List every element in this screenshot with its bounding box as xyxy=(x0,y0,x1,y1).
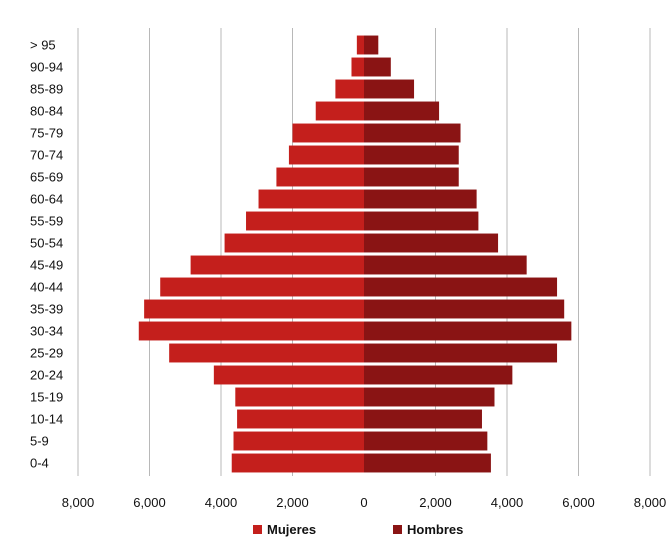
bar-mujeres-80-84 xyxy=(315,101,364,121)
bar-mujeres-65-69 xyxy=(276,167,364,187)
bar-hombres-55-59 xyxy=(364,211,479,231)
bar-hombres-40-44 xyxy=(364,277,558,297)
bar-hombres-80-84 xyxy=(364,101,440,121)
x-tick-label: 8,000 xyxy=(634,495,667,510)
x-tick-label: 4,000 xyxy=(205,495,238,510)
bar-hombres-50-54 xyxy=(364,233,499,253)
bar-mujeres-85-89 xyxy=(335,79,364,99)
bar-mujeres-0-4 xyxy=(231,453,364,473)
category-label: 20-24 xyxy=(30,368,63,383)
bar-mujeres-70-74 xyxy=(288,145,364,165)
category-label: 55-59 xyxy=(30,214,63,229)
category-label: 75-79 xyxy=(30,126,63,141)
category-label: 80-84 xyxy=(30,104,63,119)
bar-hombres-85-89 xyxy=(364,79,415,99)
bars xyxy=(138,35,572,473)
bar-hombres-60-64 xyxy=(364,189,477,209)
bar-mujeres-15-19 xyxy=(235,387,364,407)
category-label: > 95 xyxy=(30,38,56,53)
bar-mujeres-10-14 xyxy=(237,409,364,429)
category-label: 25-29 xyxy=(30,346,63,361)
legend-swatch-hombres xyxy=(393,525,402,534)
category-label: 30-34 xyxy=(30,324,63,339)
category-label: 60-64 xyxy=(30,192,63,207)
legend-swatch-mujeres xyxy=(253,525,262,534)
bar-mujeres-75-79 xyxy=(292,123,364,143)
category-label: 5-9 xyxy=(30,434,49,449)
category-label: 85-89 xyxy=(30,82,63,97)
bar-mujeres-20-24 xyxy=(213,365,364,385)
bar-hombres-30-34 xyxy=(364,321,572,341)
x-tick-label: 6,000 xyxy=(562,495,595,510)
bar-mujeres-45-49 xyxy=(190,255,364,275)
bar-mujeres-90-94 xyxy=(351,57,364,77)
bar-hombres-25-29 xyxy=(364,343,558,363)
bar-mujeres-35-39 xyxy=(144,299,364,319)
legend: Mujeres Hombres xyxy=(253,522,463,537)
x-tick-label: 4,000 xyxy=(491,495,524,510)
bar-mujeres-40-44 xyxy=(160,277,364,297)
category-labels: 0-4 5-9 10-14 15-19 20-24 25-29 30-34 35-39 40-4… xyxy=(30,38,63,471)
x-tick-label: 0 xyxy=(360,495,367,510)
bar-hombres-75-79 xyxy=(364,123,461,143)
bar-mujeres-60-64 xyxy=(258,189,364,209)
bar-hombres-45-49 xyxy=(364,255,527,275)
bar-mujeres-30-34 xyxy=(138,321,364,341)
bar-hombres-15-19 xyxy=(364,387,495,407)
bar-mujeres--95 xyxy=(356,35,364,55)
category-label: 0-4 xyxy=(30,456,49,471)
category-label: 10-14 xyxy=(30,412,63,427)
bar-hombres--95 xyxy=(364,35,379,55)
category-label: 65-69 xyxy=(30,170,63,185)
x-tick-label: 2,000 xyxy=(419,495,452,510)
bar-hombres-35-39 xyxy=(364,299,565,319)
category-label: 50-54 xyxy=(30,236,63,251)
bar-mujeres-50-54 xyxy=(224,233,364,253)
category-label: 45-49 xyxy=(30,258,63,273)
category-label: 35-39 xyxy=(30,302,63,317)
bar-mujeres-5-9 xyxy=(233,431,364,451)
bar-hombres-20-24 xyxy=(364,365,513,385)
bar-hombres-65-69 xyxy=(364,167,459,187)
category-label: 40-44 xyxy=(30,280,63,295)
bar-hombres-70-74 xyxy=(364,145,459,165)
x-tick-label: 2,000 xyxy=(276,495,309,510)
category-label: 90-94 xyxy=(30,60,63,75)
bar-hombres-10-14 xyxy=(364,409,482,429)
x-tick-label: 8,000 xyxy=(62,495,95,510)
legend-label-hombres: Hombres xyxy=(407,522,463,537)
category-label: 70-74 xyxy=(30,148,63,163)
legend-label-mujeres: Mujeres xyxy=(267,522,316,537)
bar-hombres-90-94 xyxy=(364,57,391,77)
x-tick-label: 6,000 xyxy=(133,495,166,510)
category-label: 15-19 xyxy=(30,390,63,405)
bar-hombres-0-4 xyxy=(364,453,491,473)
bar-mujeres-25-29 xyxy=(169,343,364,363)
bar-mujeres-55-59 xyxy=(246,211,364,231)
bar-hombres-5-9 xyxy=(364,431,488,451)
x-tick-labels: 8,000 6,000 4,000 2,000 0 2,000 4,000 6,000 8,00… xyxy=(62,495,667,510)
